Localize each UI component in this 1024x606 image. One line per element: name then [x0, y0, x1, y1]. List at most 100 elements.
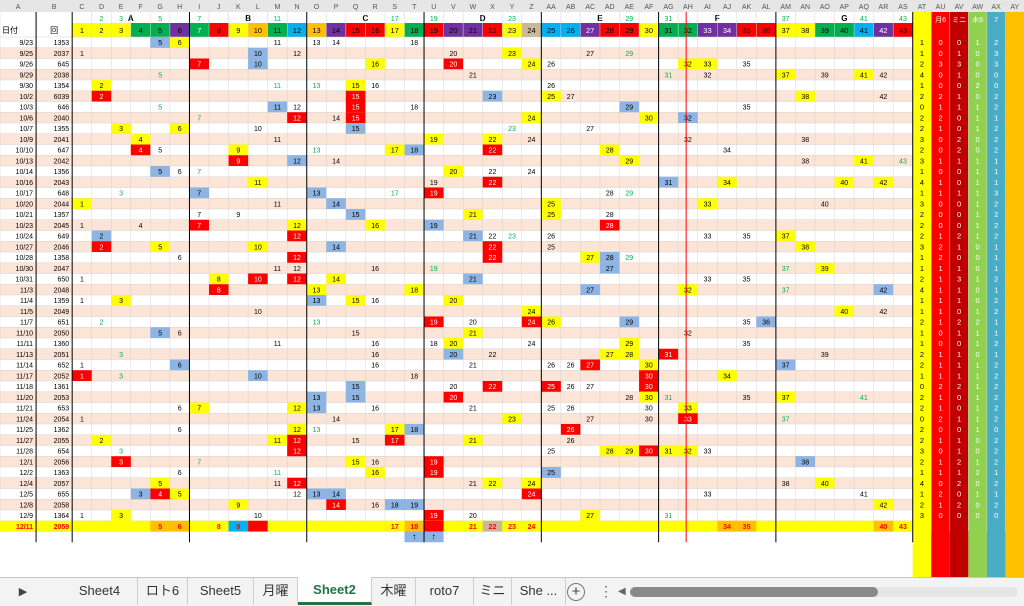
- number-cell: [150, 477, 170, 489]
- sheet-tab-6[interactable]: 木曜: [372, 578, 416, 605]
- number-cell: [287, 155, 307, 166]
- sheet-tab-5[interactable]: Sheet2: [298, 577, 372, 605]
- header-number: 5: [158, 16, 162, 23]
- stat-value: 1: [957, 92, 961, 101]
- header-number-label: 6: [178, 26, 182, 35]
- total-number-cell: [228, 520, 249, 532]
- sheet-tab-8[interactable]: ミニ: [474, 578, 512, 605]
- sheet-tab-2[interactable]: ロト6: [138, 578, 188, 605]
- date-cell: 10/28: [16, 255, 34, 262]
- sheet-tab-4[interactable]: 月曜: [254, 578, 298, 605]
- number-value: 7: [197, 115, 201, 122]
- stat-value: 2: [920, 361, 924, 370]
- number-value: 25: [547, 244, 555, 251]
- number-value: 12: [293, 158, 301, 165]
- number-value: 30: [645, 406, 653, 413]
- stat-value: 2: [920, 393, 924, 402]
- number-value: 33: [704, 62, 712, 69]
- number-cell: [267, 101, 288, 113]
- scroll-left-icon[interactable]: ◀: [618, 586, 626, 597]
- column-header-m: M: [275, 4, 281, 11]
- number-cell: [580, 252, 600, 263]
- header-number-label: 14: [332, 26, 340, 35]
- number-cell: [639, 391, 659, 403]
- row-stripe: [0, 47, 913, 59]
- number-value: 12: [293, 255, 301, 262]
- stat-value: 1: [976, 232, 980, 241]
- add-sheet-button[interactable]: +: [567, 583, 585, 601]
- stat-value: 2: [994, 275, 998, 284]
- header-number-label: 11: [274, 26, 282, 35]
- number-value: 5: [158, 244, 162, 251]
- number-value: 11: [274, 470, 281, 477]
- row-stripe: [0, 219, 913, 231]
- number-cell: [404, 499, 425, 510]
- number-cell: [130, 144, 151, 156]
- header-number-cell: [697, 23, 718, 37]
- number-value: 10: [254, 513, 262, 520]
- column-header-u: U: [431, 4, 436, 11]
- column-header-am: AM: [780, 4, 791, 11]
- date-cell: 12/5: [19, 492, 33, 499]
- number-value: 34: [723, 148, 731, 155]
- spreadsheet-grid[interactable]: A B C D E F G H I J K L M N O P Q R S T U V W X Y Z AA AB AC AD AE AF AG…: [0, 0, 1024, 577]
- stat-value: 1: [976, 425, 980, 434]
- row-stripe: [0, 241, 913, 252]
- sheet-tab-9[interactable]: She ...: [512, 578, 566, 605]
- number-cell: [717, 176, 737, 188]
- total-number-cell: [717, 520, 737, 532]
- number-value: 19: [410, 502, 418, 509]
- total-number-cell: [150, 520, 170, 532]
- header-number-cell: [345, 23, 366, 37]
- header-number-label: 12: [293, 26, 301, 35]
- kai-cell: 653: [57, 406, 69, 413]
- number-value: 18: [391, 502, 399, 509]
- sheet-tab-7[interactable]: roto7: [416, 578, 474, 605]
- number-value: 15: [352, 438, 360, 445]
- number-cell: [248, 47, 268, 59]
- date-cell: 11/5: [20, 309, 33, 316]
- stat-value: 4: [920, 479, 924, 488]
- header-number-label: 30: [645, 26, 653, 35]
- number-value: 26: [567, 384, 575, 391]
- header-number-label: 13: [312, 26, 320, 35]
- stat-value: 2: [994, 404, 998, 413]
- number-value: 10: [254, 244, 262, 251]
- number-cell: [150, 166, 170, 177]
- stat-value: 0: [976, 49, 980, 58]
- number-cell: [502, 47, 522, 59]
- number-cell: [854, 155, 874, 166]
- stat-value: 0: [976, 146, 980, 155]
- number-value: 14: [332, 158, 340, 165]
- sheet-tab-1[interactable]: Sheet4: [62, 578, 138, 605]
- number-cell: [150, 241, 170, 252]
- stat-value: 1: [976, 178, 980, 187]
- number-value: 26: [567, 427, 575, 434]
- number-cell: [150, 327, 170, 338]
- column-header-i: I: [198, 4, 200, 11]
- stat-header: 7: [994, 17, 998, 24]
- number-cell: [619, 445, 640, 457]
- horizontal-scrollbar-thumb[interactable]: [630, 587, 878, 597]
- number-value: 35: [743, 341, 751, 348]
- stat-value: 1: [976, 361, 980, 370]
- total-number-cell: [482, 520, 503, 532]
- stat-value: 0: [976, 285, 980, 294]
- number-cell: [248, 58, 268, 70]
- number-value: 27: [586, 363, 594, 370]
- stat-value: 2: [994, 436, 998, 445]
- horizontal-scrollbar[interactable]: [630, 587, 1018, 597]
- number-cell: [287, 434, 307, 446]
- number-cell: [424, 456, 444, 467]
- tab-menu-icon[interactable]: ⋮: [599, 583, 613, 599]
- number-value: 18: [430, 341, 438, 348]
- date-cell: 12/2: [19, 470, 33, 477]
- column-header-r: R: [373, 4, 378, 11]
- date-cell: 12/8: [19, 502, 33, 509]
- number-value: 27: [586, 51, 594, 58]
- total-number-cell: [248, 520, 268, 532]
- stat-value: 1: [938, 361, 942, 370]
- stat-value: 1: [920, 490, 924, 499]
- sheet-nav-next-icon[interactable]: ▶: [18, 586, 28, 598]
- sheet-tab-3[interactable]: Sheet5: [188, 578, 254, 605]
